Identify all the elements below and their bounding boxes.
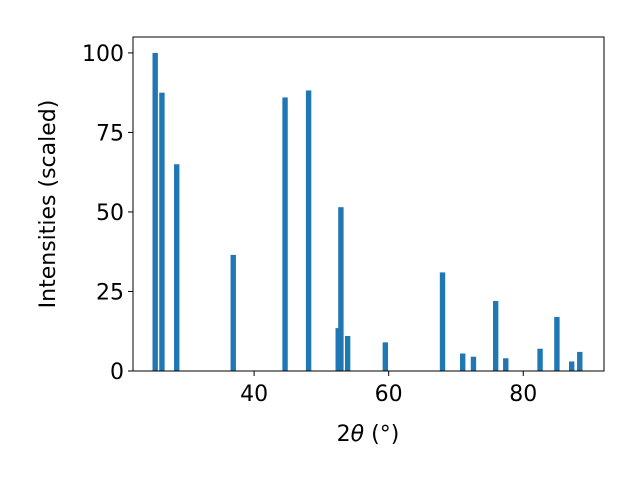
bar — [159, 92, 165, 372]
bar — [439, 272, 446, 371]
y-tick-label: 25 — [96, 280, 124, 305]
y-tick-label: 0 — [110, 360, 124, 385]
bar — [344, 336, 351, 371]
x-tick-label: 40 — [240, 382, 268, 407]
y-axis: 0 25 50 75 100 — [82, 42, 133, 385]
y-tick-label: 50 — [96, 201, 124, 226]
bar — [577, 351, 583, 371]
bar — [338, 207, 344, 371]
bar — [282, 97, 288, 371]
y-tick-label: 100 — [82, 42, 124, 67]
bar — [174, 164, 180, 371]
y-axis-label: Intensities (scaled) — [36, 100, 61, 309]
bar — [492, 301, 499, 371]
bar — [470, 356, 477, 371]
x-axis: 40 60 80 — [240, 371, 537, 407]
x-tick-label: 60 — [375, 382, 403, 407]
bar — [305, 90, 312, 371]
bar — [460, 353, 466, 371]
bar-group — [152, 52, 583, 372]
bar — [537, 348, 543, 371]
bar — [382, 342, 389, 371]
y-tick-label: 75 — [96, 121, 124, 146]
x-axis-label: 2θ (°) — [337, 422, 400, 447]
bar — [569, 361, 575, 371]
plot-frame — [132, 36, 605, 372]
bar — [230, 254, 236, 371]
bar — [554, 316, 560, 371]
bar — [503, 358, 509, 371]
x-tick-label: 80 — [509, 382, 537, 407]
bar — [152, 52, 158, 372]
